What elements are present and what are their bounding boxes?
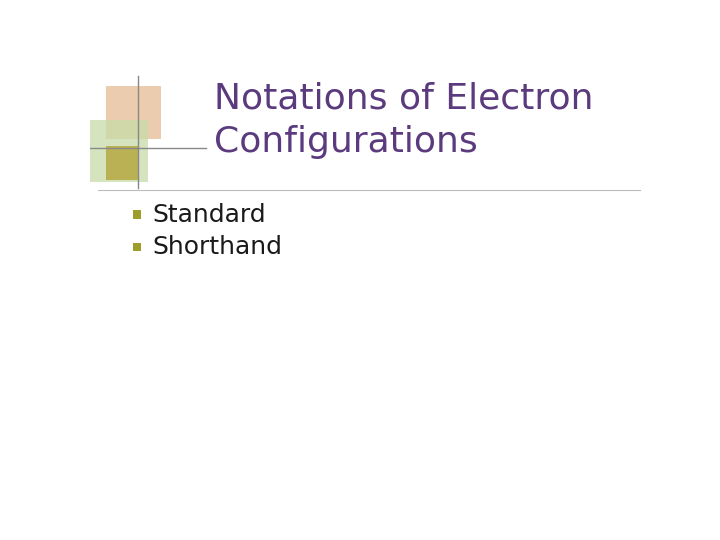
Bar: [86, 120, 148, 182]
Text: Standard: Standard: [152, 203, 266, 227]
Text: Configurations: Configurations: [214, 125, 478, 159]
Bar: [132, 211, 141, 219]
Bar: [106, 86, 161, 139]
Bar: [106, 146, 138, 180]
Text: Shorthand: Shorthand: [152, 235, 282, 259]
Text: Notations of Electron: Notations of Electron: [214, 82, 593, 116]
Bar: [132, 242, 141, 251]
